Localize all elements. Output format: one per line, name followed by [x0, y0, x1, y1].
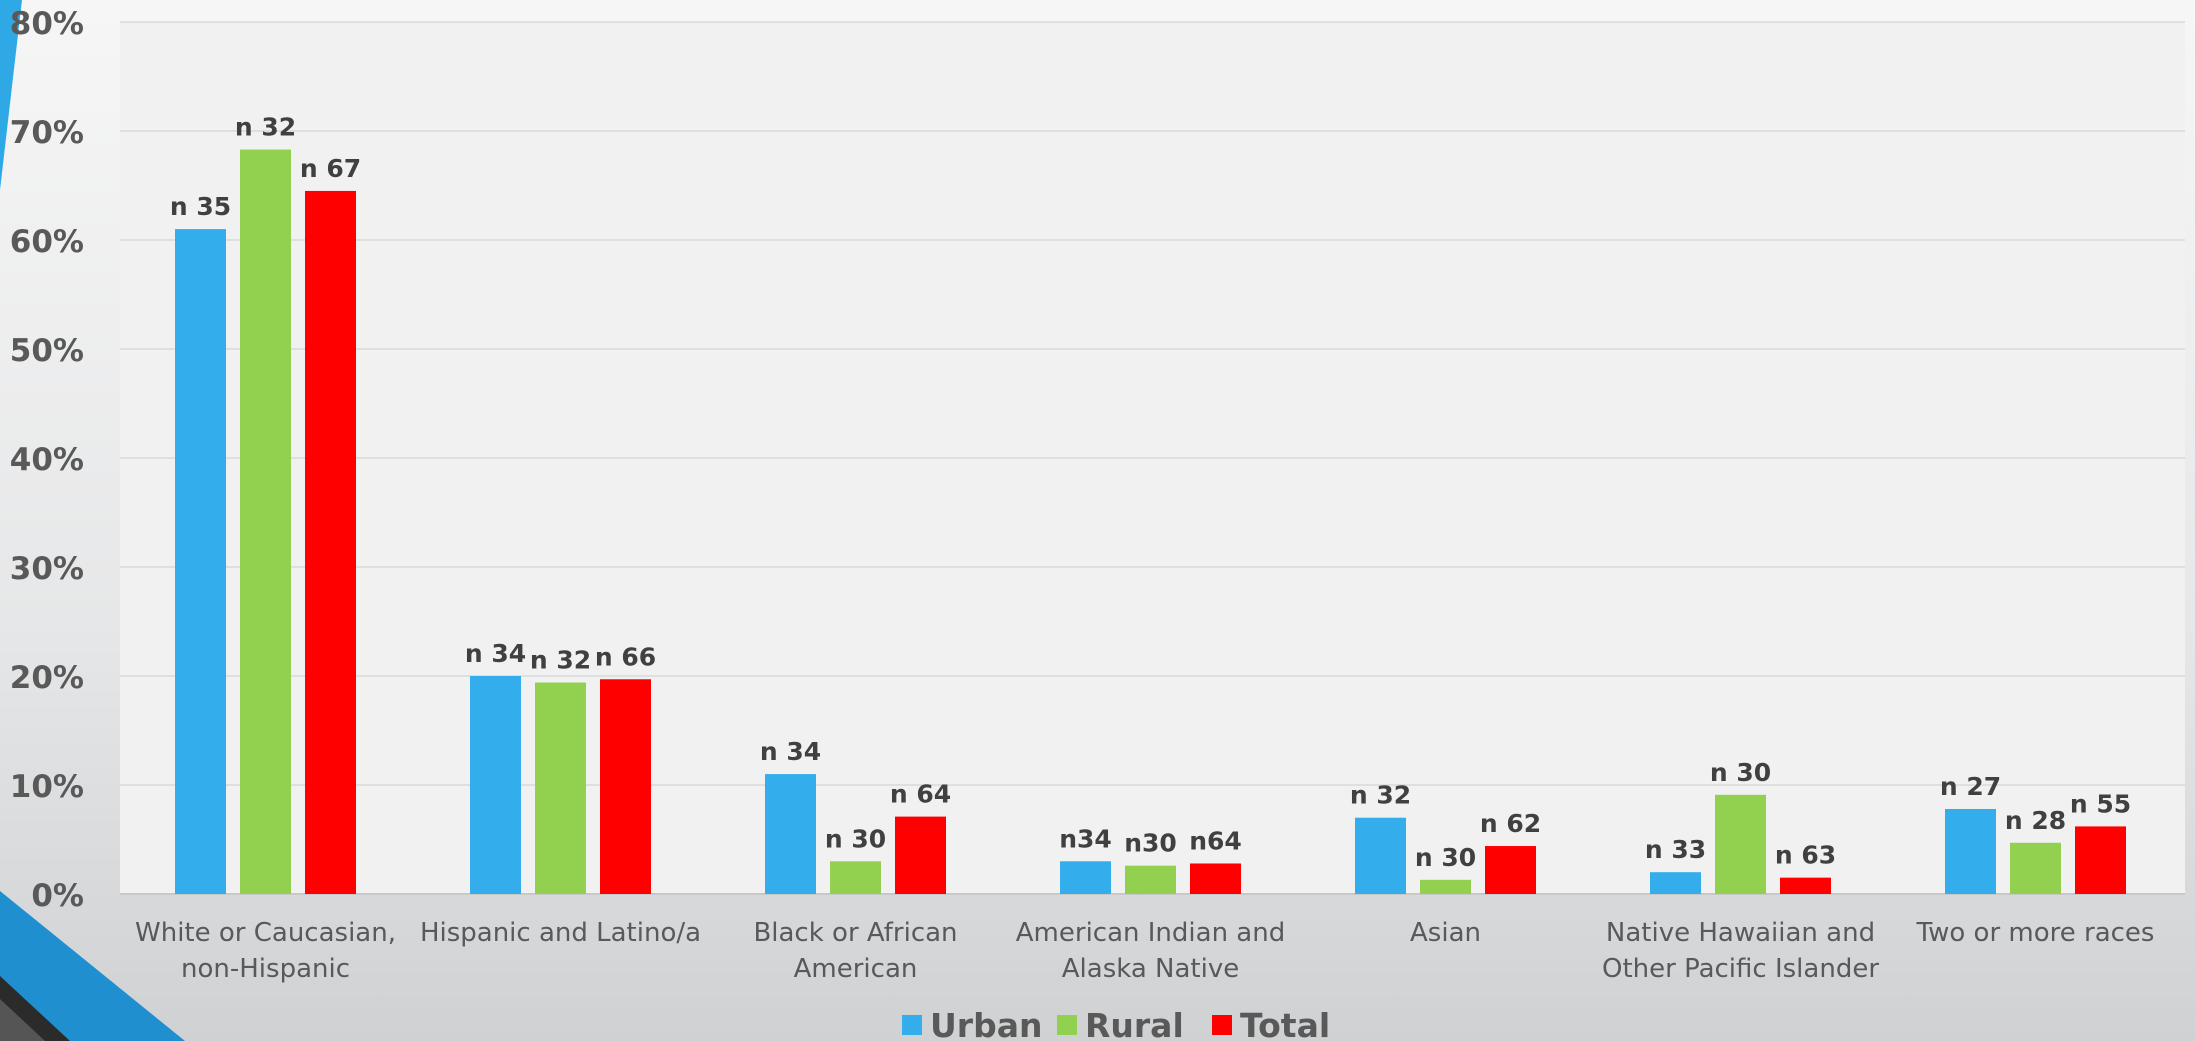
- legend-label-total: Total: [1240, 1006, 1330, 1041]
- x-tick-label: Black or African: [753, 918, 957, 948]
- bar-urban: [765, 774, 816, 894]
- y-tick-label: 40%: [10, 442, 84, 478]
- bar-urban: [1355, 817, 1406, 894]
- data-label: n 32: [1350, 781, 1411, 810]
- legend-swatch-urban: [902, 1015, 922, 1035]
- x-tick-label: American: [794, 954, 918, 984]
- legend: Urban Rural Total: [902, 1006, 1330, 1041]
- data-label: n 30: [825, 824, 886, 853]
- bar-total: [305, 190, 356, 894]
- x-tick-label: Asian: [1410, 918, 1481, 948]
- bar-rural: [2010, 842, 2061, 894]
- bar-urban: [175, 229, 226, 895]
- data-label: n 32: [530, 646, 591, 675]
- legend-label-urban: Urban: [930, 1006, 1042, 1041]
- data-label: n 55: [2070, 789, 2131, 818]
- legend-swatch-total: [1212, 1015, 1232, 1035]
- legend-label-rural: Rural: [1085, 1006, 1184, 1041]
- bar-rural: [1125, 865, 1176, 894]
- bar-rural: [240, 149, 291, 894]
- data-label: n 67: [300, 154, 361, 183]
- x-axis: White or Caucasian, non-Hispanic Hispanic …: [135, 918, 2154, 984]
- y-tick-label: 0%: [31, 878, 84, 914]
- legend-swatch-rural: [1057, 1015, 1077, 1035]
- data-label: n 30: [1415, 843, 1476, 872]
- y-axis: 0% 10% 20% 30% 40% 50% 60% 70% 80%: [10, 6, 84, 914]
- y-tick-label: 10%: [10, 769, 84, 805]
- bar-rural: [535, 682, 586, 894]
- decor-corner-bottom-left: [0, 891, 185, 1041]
- data-label: n 30: [1710, 758, 1771, 787]
- data-label: n 32: [235, 113, 296, 142]
- x-tick-label: non-Hispanic: [181, 954, 350, 984]
- x-tick-label: Two or more races: [1916, 918, 2155, 948]
- decor-corner-top-left: [0, 0, 22, 190]
- data-label: n 34: [465, 639, 526, 668]
- bar-total: [1780, 877, 1831, 894]
- data-label: n34: [1059, 824, 1112, 853]
- y-tick-label: 20%: [10, 660, 84, 696]
- bar-urban: [1060, 861, 1111, 894]
- bar-total: [1485, 846, 1536, 894]
- bar-total: [2075, 826, 2126, 894]
- data-label: n 34: [760, 737, 821, 766]
- data-label: n 27: [1940, 772, 2001, 801]
- bar-total: [895, 816, 946, 894]
- x-tick-label: American Indian and: [1016, 918, 1285, 948]
- x-tick-label: Hispanic and Latino/a: [420, 918, 701, 948]
- y-tick-label: 60%: [10, 224, 84, 260]
- data-label: n 35: [170, 192, 231, 221]
- y-tick-label: 80%: [10, 6, 84, 42]
- bar-urban: [470, 676, 521, 894]
- data-label: n 62: [1480, 809, 1541, 838]
- y-tick-label: 50%: [10, 333, 84, 369]
- bar-rural: [1420, 879, 1471, 894]
- data-label: n 28: [2005, 806, 2066, 835]
- data-label: n30: [1124, 829, 1177, 858]
- bar-urban: [1650, 872, 1701, 894]
- x-tick-label: Native Hawaiian and: [1606, 918, 1875, 948]
- y-tick-label: 70%: [10, 115, 84, 151]
- data-label: n 33: [1645, 835, 1706, 864]
- data-label: n 63: [1775, 841, 1836, 870]
- bar-rural: [830, 861, 881, 894]
- data-label: n64: [1189, 826, 1242, 855]
- y-tick-label: 30%: [10, 551, 84, 587]
- bar-rural: [1715, 794, 1766, 894]
- gridlines: [120, 21, 2185, 895]
- x-tick-label: Other Pacific Islander: [1602, 954, 1879, 984]
- bar-total: [600, 679, 651, 894]
- bar-total: [1190, 863, 1241, 894]
- x-tick-label: Alaska Native: [1062, 954, 1239, 984]
- x-tick-label: White or Caucasian,: [135, 918, 396, 948]
- data-label: n 66: [595, 642, 656, 671]
- data-label: n 64: [890, 780, 951, 809]
- bar-urban: [1945, 808, 1996, 894]
